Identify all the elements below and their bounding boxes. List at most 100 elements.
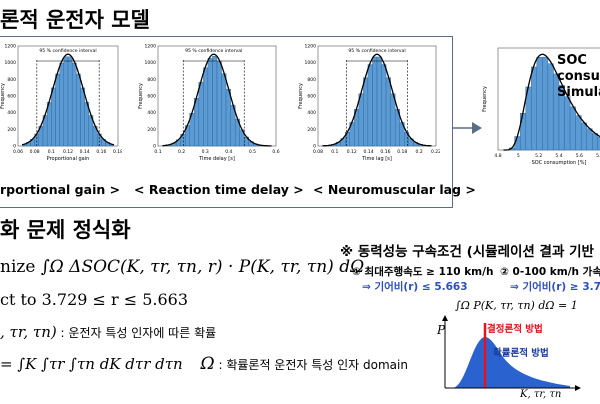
caption-proportional-gain: rportional gain > xyxy=(0,182,120,197)
histogram-bar xyxy=(359,94,364,146)
x-tick-label: 5.4 xyxy=(555,153,562,159)
constraint-acceleration: ② 0-100 km/h 가속시 xyxy=(500,264,600,279)
histogram-bar xyxy=(203,68,208,146)
soc-label-line1: SOC xyxy=(557,53,600,69)
x-tick-label: 0.6 xyxy=(272,149,279,155)
histogram-bar xyxy=(391,94,396,146)
x-tick-label: 5 xyxy=(517,153,520,159)
x-tick-label: 0.2 xyxy=(416,149,423,155)
histogram-bar xyxy=(372,57,377,146)
histogram-bar xyxy=(587,129,593,150)
caption-neuromuscular-lag: < Neuromuscular lag > xyxy=(313,182,476,197)
histogram-bar xyxy=(368,65,373,146)
histogram-bar xyxy=(208,58,213,146)
y-tick-label: 0 xyxy=(153,144,156,150)
histogram-bar xyxy=(531,67,537,150)
histogram-bar xyxy=(212,56,217,146)
x-tick-label: 0.14 xyxy=(364,149,374,155)
x-tick-label: 0.5 xyxy=(249,149,256,155)
histogram-bar xyxy=(217,62,222,146)
x-tick-label: 0.06 xyxy=(13,149,23,155)
y-tick-label: 200 xyxy=(147,127,156,133)
histogram-bar xyxy=(363,78,368,146)
histogram-bar xyxy=(520,113,526,150)
y-tick-label: 800 xyxy=(307,77,316,83)
y-tick-label: 200 xyxy=(307,127,316,133)
objective-prefix: nize xyxy=(0,257,35,277)
histogram-bar xyxy=(47,102,51,146)
x-tick-label: 0.16 xyxy=(96,149,106,155)
probabilistic-label: 확률론적 방법 xyxy=(493,345,549,359)
histogram-bar xyxy=(199,82,204,146)
y-tick-label: 400 xyxy=(307,110,316,116)
histogram-bar xyxy=(51,88,55,146)
x-tick-label: 0.18 xyxy=(113,149,122,155)
histogram-bar xyxy=(542,57,548,150)
y-tick-label: 0 xyxy=(13,144,16,150)
inset-y-arrow-icon xyxy=(442,315,448,321)
model-section-title: 론적 운전자 모델 xyxy=(0,4,150,34)
y-tick-label: 1000 xyxy=(5,60,17,66)
soc-simulation-label: SOC consu Simula xyxy=(557,53,600,101)
constraint-max-speed: ① 최대주행속도 ≥ 110 km/h xyxy=(352,264,493,279)
histogram-bar xyxy=(581,123,587,150)
histogram-bar xyxy=(576,116,582,150)
x-tick-label: 0.22 xyxy=(431,149,440,155)
inset-integral: ∫Ω P(K, τr, τn) dΩ = 1 xyxy=(455,299,578,312)
y-axis-label: Frequency xyxy=(138,83,144,109)
y-tick-label: 1000 xyxy=(145,60,157,66)
probability-definition: , τr, τn) : 운전자 특성 인자에 따른 확률 xyxy=(0,323,216,341)
soc-label-line3: Simula xyxy=(557,85,600,101)
x-tick-label: 4.8 xyxy=(494,153,501,159)
histogram-bar xyxy=(76,74,80,146)
y-tick-label: 800 xyxy=(147,77,156,83)
deterministic-label: 결정론적 방법 xyxy=(487,321,543,335)
histogram-bar xyxy=(194,98,199,146)
x-axis-label: Time lag [s] xyxy=(361,156,392,162)
ci-label: 95 % confidence interval xyxy=(185,48,242,54)
x-tick-label: 5.6 xyxy=(576,153,583,159)
objective-function: nize ∫Ω ΔSOC(K, τr, τn, r) · P(K, τr, τn… xyxy=(0,257,364,277)
histogram-bar xyxy=(85,102,89,146)
constraints-title: ※ 동력성능 구속조건 (시뮬레이션 결과 기반 xyxy=(340,240,594,260)
y-axis-label: Frequency xyxy=(482,86,488,112)
inset-y-label: P xyxy=(437,323,445,337)
x-tick-label: 0.3 xyxy=(202,149,209,155)
x-tick-label: 0.08 xyxy=(30,149,40,155)
constraint-acceleration-result: ⇒ 기어비(r) ≥ 3.72 xyxy=(510,279,600,294)
omega-math: = ∫K ∫τr ∫τn dK dτr dτn xyxy=(0,355,183,373)
histogram-bar xyxy=(72,63,76,146)
histogram-bar xyxy=(226,89,231,146)
histogram-bar xyxy=(382,65,387,146)
x-tick-label: 5.2 xyxy=(535,153,542,159)
omega-definition: = ∫K ∫τr ∫τn dK dτr dτn Ω : 확률론적 운전자 특성 … xyxy=(0,354,408,374)
y-tick-label: 600 xyxy=(307,94,316,100)
x-tick-label: 0.12 xyxy=(63,149,73,155)
histogram-bar xyxy=(565,97,571,150)
ci-label: 95 % confidence interval xyxy=(39,48,96,54)
x-axis-label: Proportional gain xyxy=(47,156,90,162)
y-tick-label: 1200 xyxy=(145,44,157,50)
omega-text: : 확률론적 운전자 특성 인자 domain xyxy=(218,358,408,372)
x-tick-label: 0.4 xyxy=(225,149,232,155)
probability-math: , τr, τn) xyxy=(0,323,57,341)
x-tick-label: 0.16 xyxy=(380,149,390,155)
x-tick-label: 0.14 xyxy=(80,149,90,155)
histogram-bar xyxy=(222,74,227,146)
histogram-bar xyxy=(64,57,68,146)
constraint-expression: ct to 3.729 ≤ r ≤ 5.663 xyxy=(0,290,188,309)
x-tick-label: 0.1 xyxy=(154,149,161,155)
y-tick-label: 200 xyxy=(7,127,16,133)
histogram-bar xyxy=(548,64,554,150)
histogram-bar xyxy=(377,57,382,146)
ci-label: 95 % confidence interval xyxy=(348,48,405,54)
x-tick-label: 0.2 xyxy=(178,149,185,155)
histogram-bar xyxy=(570,107,576,150)
connector-arrow-icon xyxy=(452,118,482,138)
x-axis-label: SOC consumption [%] xyxy=(532,160,587,166)
constraint-max-speed-result: ⇒ 기어비(r) ≤ 5.663 xyxy=(362,279,468,294)
problem-section-title: 화 문제 정식화 xyxy=(0,214,131,244)
soc-label-line2: consu xyxy=(557,69,600,85)
